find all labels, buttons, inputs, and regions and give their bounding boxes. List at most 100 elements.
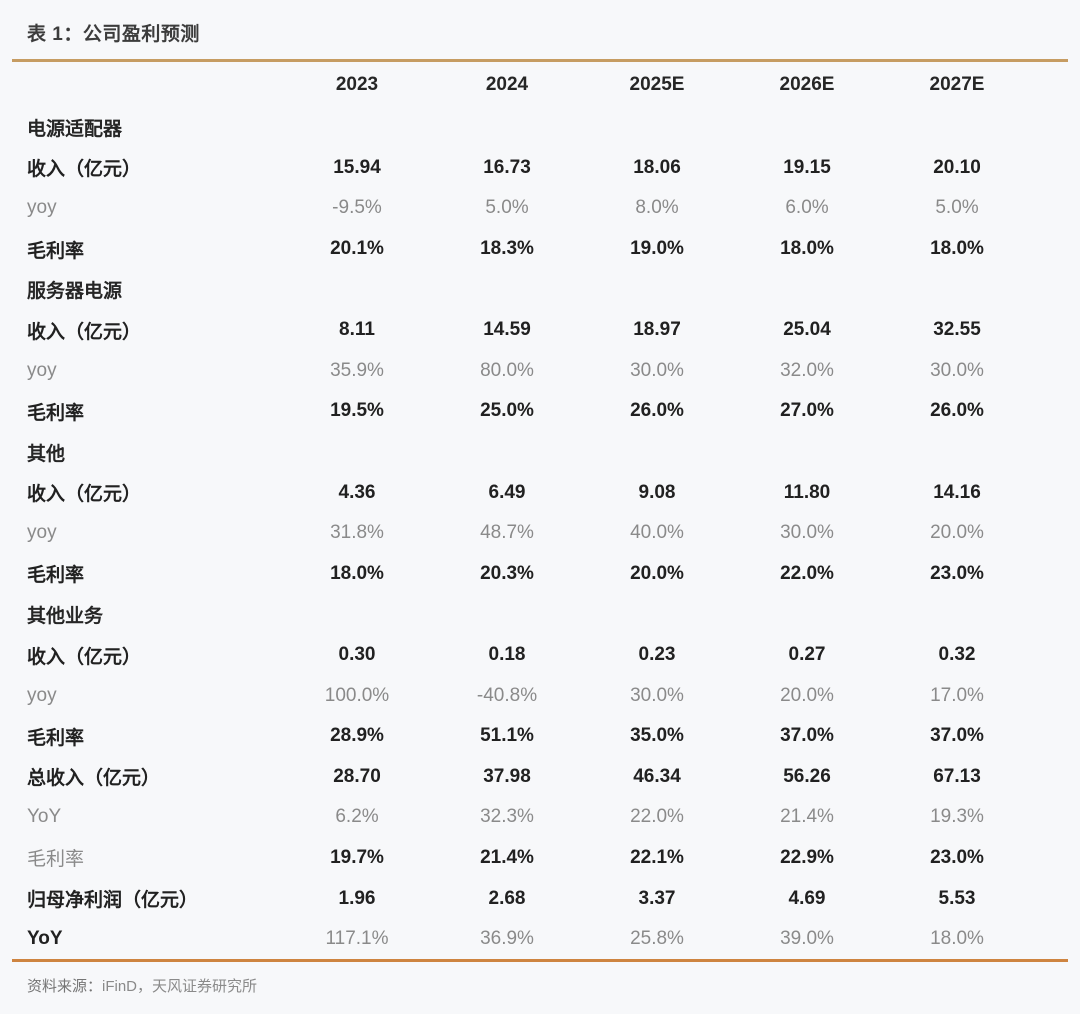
table-row: 毛利率 18.0% 20.3% 20.0% 22.0% 23.0% bbox=[27, 554, 1080, 595]
row-label: 归母净利润（亿元） bbox=[27, 890, 199, 912]
table-row: 收入（亿元） 0.30 0.18 0.23 0.27 0.32 bbox=[27, 635, 1080, 676]
cell-2026e: 19.15 bbox=[783, 156, 831, 178]
cell-2027e: 26.0% bbox=[930, 400, 984, 422]
cell-2023: 31.8% bbox=[330, 522, 384, 544]
cell-2027e: 18.0% bbox=[930, 928, 984, 950]
column-header: 2026E bbox=[779, 73, 835, 95]
cell-2026e: 56.26 bbox=[783, 765, 831, 787]
row-label: yoy bbox=[27, 522, 57, 544]
table-row: yoy 100.0% -40.8% 30.0% 20.0% 17.0% bbox=[27, 675, 1080, 716]
cell-2027e: 19.3% bbox=[930, 806, 984, 828]
cell-2027e: 0.32 bbox=[938, 644, 976, 666]
table-row: 总收入（亿元） 28.70 37.98 46.34 56.26 67.13 bbox=[27, 757, 1080, 798]
cell-2023: 28.70 bbox=[333, 765, 381, 787]
cell-2025e: 26.0% bbox=[630, 400, 684, 422]
table-row: YoY 6.2% 32.3% 22.0% 21.4% 19.3% bbox=[27, 797, 1080, 838]
cell-2026e: 22.9% bbox=[780, 846, 834, 868]
table-row: 毛利率 19.5% 25.0% 26.0% 27.0% 26.0% bbox=[27, 391, 1080, 432]
cell-2024: 80.0% bbox=[480, 359, 534, 381]
cell-2026e: 27.0% bbox=[780, 400, 834, 422]
row-label: yoy bbox=[27, 359, 57, 381]
table-row: 毛利率 28.9% 51.1% 35.0% 37.0% 37.0% bbox=[27, 716, 1080, 757]
row-label: 毛利率 bbox=[27, 240, 85, 262]
column-header: 2027E bbox=[929, 73, 985, 95]
cell-2025e: 3.37 bbox=[638, 887, 676, 909]
cell-2024: 37.98 bbox=[483, 765, 531, 787]
cell-2027e: 14.16 bbox=[933, 481, 981, 503]
cell-2024: 21.4% bbox=[480, 846, 534, 868]
cell-2024: 36.9% bbox=[480, 928, 534, 950]
row-label: 毛利率 bbox=[27, 727, 85, 749]
cell-2023: 19.5% bbox=[330, 400, 384, 422]
cell-2025e: 22.1% bbox=[630, 846, 684, 868]
cell-2024: 32.3% bbox=[480, 806, 534, 828]
cell-2026e: 4.69 bbox=[788, 887, 826, 909]
table-body: 电源适配器 收入（亿元） 15.94 16.73 18.06 19.15 20.… bbox=[0, 107, 1080, 959]
cell-2023: 15.94 bbox=[333, 156, 381, 178]
cell-2023: 20.1% bbox=[330, 238, 384, 260]
top-rule-divider bbox=[12, 59, 1068, 62]
cell-2026e: 32.0% bbox=[780, 359, 834, 381]
cell-2026e: 37.0% bbox=[780, 725, 834, 747]
cell-2023: 1.96 bbox=[338, 887, 376, 909]
row-label: 毛利率 bbox=[27, 849, 85, 871]
table-row: YoY 117.1% 36.9% 25.8% 39.0% 18.0% bbox=[27, 919, 1080, 960]
cell-2026e: 0.27 bbox=[788, 644, 826, 666]
cell-2023: 18.0% bbox=[330, 562, 384, 584]
cell-2025e: 18.06 bbox=[633, 156, 681, 178]
cell-2026e: 39.0% bbox=[780, 928, 834, 950]
cell-2026e: 6.0% bbox=[785, 197, 829, 219]
cell-2024: 0.18 bbox=[488, 644, 526, 666]
row-label: 毛利率 bbox=[27, 402, 85, 424]
cell-2025e: 25.8% bbox=[630, 928, 684, 950]
cell-2027e: 23.0% bbox=[930, 562, 984, 584]
cell-2025e: 30.0% bbox=[630, 684, 684, 706]
cell-2024: 18.3% bbox=[480, 238, 534, 260]
row-label: 收入（亿元） bbox=[27, 159, 142, 181]
cell-2027e: 20.0% bbox=[930, 522, 984, 544]
row-label: YoY bbox=[27, 806, 62, 828]
cell-2027e: 67.13 bbox=[933, 765, 981, 787]
row-label: 收入（亿元） bbox=[27, 321, 142, 343]
cell-2026e: 11.80 bbox=[783, 481, 831, 503]
source-text: iFinD，天风证券研究所 bbox=[102, 978, 258, 996]
table-row: yoy 31.8% 48.7% 40.0% 30.0% 20.0% bbox=[27, 513, 1080, 554]
table-row: 毛利率 19.7% 21.4% 22.1% 22.9% 23.0% bbox=[27, 838, 1080, 879]
table-row: 服务器电源 bbox=[27, 269, 1080, 310]
cell-2024: 20.3% bbox=[480, 562, 534, 584]
cell-2025e: 18.97 bbox=[633, 319, 681, 341]
cell-2024: 16.73 bbox=[483, 156, 531, 178]
cell-2023: 117.1% bbox=[325, 928, 389, 950]
cell-2027e: 32.55 bbox=[933, 319, 981, 341]
table-row: yoy 35.9% 80.0% 30.0% 32.0% 30.0% bbox=[27, 351, 1080, 392]
cell-2023: 28.9% bbox=[330, 725, 384, 747]
row-label: 服务器电源 bbox=[27, 281, 123, 303]
table-row: 电源适配器 bbox=[27, 107, 1080, 148]
row-label: 收入（亿元） bbox=[27, 646, 142, 668]
data-source-note: 资料来源：iFinD，天风证券研究所 bbox=[27, 975, 1080, 996]
cell-2024: 51.1% bbox=[480, 725, 534, 747]
cell-2023: 19.7% bbox=[330, 846, 384, 868]
row-label: 收入（亿元） bbox=[27, 484, 142, 506]
table-row: 毛利率 20.1% 18.3% 19.0% 18.0% 18.0% bbox=[27, 229, 1080, 270]
cell-2027e: 17.0% bbox=[930, 684, 984, 706]
cell-2025e: 0.23 bbox=[638, 644, 676, 666]
cell-2024: 2.68 bbox=[488, 887, 526, 909]
row-label: yoy bbox=[27, 197, 57, 219]
cell-2023: 4.36 bbox=[338, 481, 376, 503]
cell-2023: 8.11 bbox=[339, 319, 375, 341]
cell-2026e: 30.0% bbox=[780, 522, 834, 544]
profit-forecast-table: 2023 2024 2025E 2026E 2027E 电源适配器 收入（亿元） 15.… bbox=[0, 62, 1080, 959]
row-label: 总收入（亿元） bbox=[27, 768, 161, 790]
bottom-rule-divider bbox=[12, 959, 1068, 963]
cell-2027e: 20.10 bbox=[933, 156, 981, 178]
cell-2023: 35.9% bbox=[330, 359, 384, 381]
table-row: 收入（亿元） 15.94 16.73 18.06 19.15 20.10 bbox=[27, 148, 1080, 189]
row-label: 毛利率 bbox=[27, 565, 85, 587]
cell-2023: 6.2% bbox=[335, 806, 379, 828]
cell-2023: -9.5% bbox=[332, 197, 382, 219]
cell-2025e: 30.0% bbox=[630, 359, 684, 381]
cell-2024: 48.7% bbox=[480, 522, 534, 544]
cell-2026e: 21.4% bbox=[780, 806, 834, 828]
